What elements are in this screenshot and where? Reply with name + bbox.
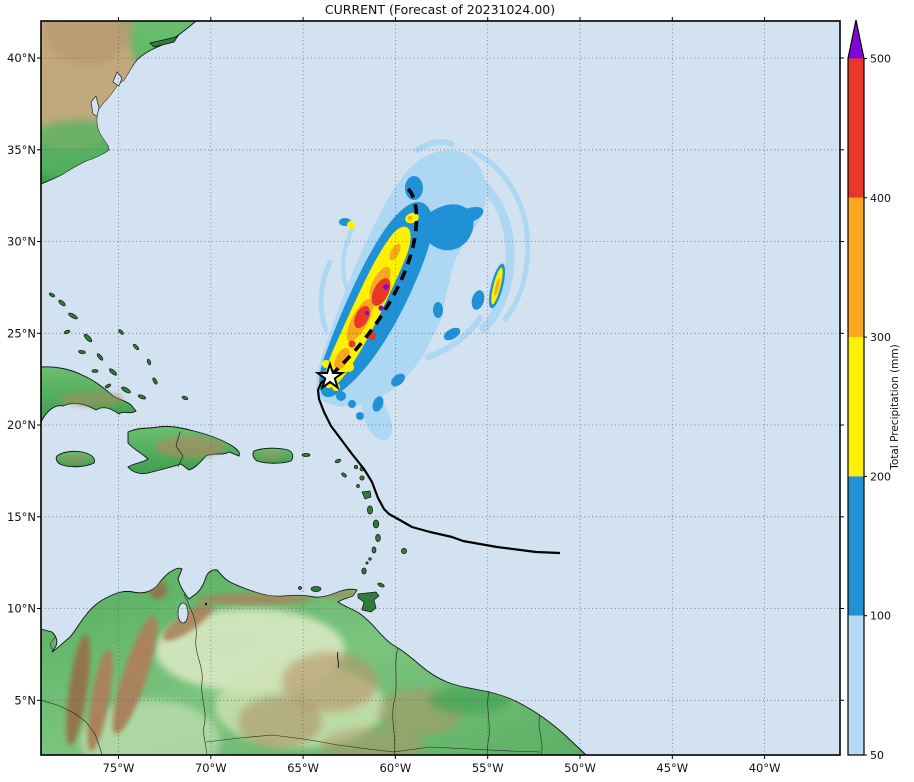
colorbar-band-100-200	[848, 476, 864, 616]
storm-track-observed	[316, 378, 561, 555]
y-tick-label: 5°N	[14, 693, 36, 707]
x-tick-label: 65°W	[287, 761, 319, 775]
andes-east-cordillera	[112, 615, 158, 735]
land-cuba	[41, 366, 137, 423]
lesser-antilles-islands	[298, 453, 407, 613]
colorbar-band-400-500	[848, 58, 864, 198]
land-puerto-rico	[252, 447, 294, 464]
y-tick-label: 10°N	[7, 602, 36, 616]
land-south-america	[41, 567, 587, 755]
x-axis-labels: 75°W 70°W 65°W 60°W 55°W 50°W 45°W 40°W	[103, 761, 781, 775]
y-tick-label: 15°N	[7, 510, 36, 524]
colorbar-tick-label: 400	[870, 192, 891, 205]
guiana-highlands	[282, 652, 378, 712]
x-tick-label: 50°W	[564, 761, 596, 775]
y-tick-label: 20°N	[7, 418, 36, 432]
y-tick-label: 40°N	[7, 51, 36, 65]
haiti-dr-border	[175, 431, 184, 468]
axis-tick-marks	[37, 17, 844, 759]
precip-max	[365, 284, 389, 315]
delaware-bay	[112, 71, 123, 87]
y-tick-label: 25°N	[7, 326, 36, 340]
x-tick-label: 70°W	[195, 761, 227, 775]
venezuela-coastal-range	[197, 593, 313, 605]
colorbar-band-200-300	[848, 337, 864, 477]
colorbar-tick-marks	[864, 58, 867, 756]
current-position-star	[314, 360, 346, 391]
colorbar-band-50-100	[848, 615, 864, 755]
y-tick-label: 30°N	[7, 235, 36, 249]
colorbar-band-300-400	[848, 197, 864, 338]
chesapeake-bay	[90, 95, 100, 117]
colorbar-over-arrow	[848, 20, 864, 59]
land-jamaica	[55, 450, 95, 468]
highland-lake	[336, 651, 340, 669]
bahamas-islands	[48, 292, 189, 401]
colorbar-tick-label: 50	[870, 749, 884, 762]
lake-maracaibo	[177, 602, 189, 624]
plot-border	[40, 20, 841, 756]
colorbar-tick-label: 200	[870, 470, 891, 483]
andes-west-cordillera	[66, 634, 90, 746]
storm-track-forecast	[329, 185, 419, 377]
x-tick-label: 60°W	[380, 761, 412, 775]
lake-valencia	[204, 602, 208, 606]
x-tick-label: 55°W	[472, 761, 504, 775]
merida-range	[162, 603, 214, 641]
x-tick-label: 40°W	[749, 761, 781, 775]
figure-title: CURRENT (Forecast of 20231024.00)	[325, 2, 555, 17]
lat-lon-gridlines	[41, 21, 840, 755]
precip-light-arcs	[318, 139, 531, 360]
x-tick-label: 45°W	[656, 761, 688, 775]
andes-central-cordillera	[87, 648, 113, 752]
trinidad	[357, 591, 380, 613]
colorbar-tick-label: 100	[870, 610, 891, 623]
colorbar: 500 400 300 200 100 50 Total Precipitati…	[847, 19, 901, 762]
colorbar-axis-label: Total Precipitation (mm)	[889, 344, 901, 470]
colorbar-tick-label: 300	[870, 331, 891, 344]
colorbar-outline	[847, 19, 865, 756]
y-tick-label: 35°N	[7, 143, 36, 157]
land-hispaniola	[127, 425, 240, 475]
colorbar-tick-label: 500	[870, 53, 891, 66]
long-island	[149, 35, 179, 48]
country-borders	[41, 593, 543, 755]
y-axis-labels: 40°N 35°N 30°N 25°N 20°N 15°N 10°N 5°N	[7, 51, 36, 707]
x-tick-label: 75°W	[103, 761, 135, 775]
